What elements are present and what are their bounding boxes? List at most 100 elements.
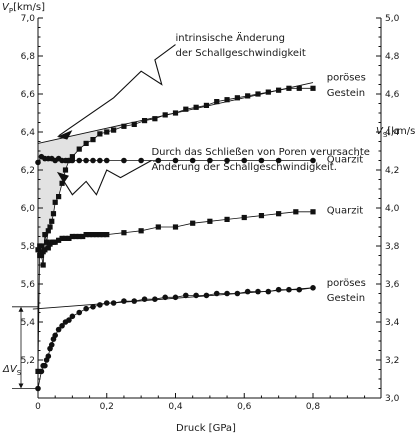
data-point-square: [50, 211, 57, 217]
annotation-arrowhead-intrinsic: [56, 130, 73, 140]
data-point-square: [155, 224, 161, 230]
data-point-square: [52, 239, 58, 245]
annotation-text: Durch das Schließen von Poren verursacht…: [151, 147, 369, 158]
data-point-square: [76, 233, 82, 240]
series-label: Gestein: [327, 88, 365, 99]
data-point-circle: [172, 157, 179, 164]
data-point-square: [69, 233, 75, 240]
series-line-0: [37, 87, 313, 372]
data-point-square: [56, 237, 62, 243]
data-point-square: [276, 211, 282, 217]
data-point-circle: [97, 157, 103, 164]
data-point-square: [152, 116, 158, 122]
data-point-circle: [155, 157, 162, 164]
y-right-tick-label: 4,0: [385, 204, 400, 214]
data-point-circle: [103, 300, 110, 306]
data-point-circle: [38, 368, 45, 375]
data-point-square: [310, 85, 316, 91]
data-point-square: [172, 224, 179, 230]
data-point-square: [52, 199, 58, 205]
data-point-square: [42, 247, 48, 253]
data-point-square: [40, 262, 46, 268]
data-point-circle: [103, 157, 110, 164]
data-point-circle: [69, 157, 76, 164]
data-point-circle: [310, 285, 316, 291]
data-point-square: [43, 239, 50, 245]
data-point-square: [83, 232, 89, 238]
y-right-tick-label: 3,8: [385, 242, 400, 252]
data-point-square: [286, 85, 292, 91]
data-point-square: [203, 102, 210, 108]
data-point-square: [80, 233, 86, 240]
data-point-square: [66, 235, 72, 241]
data-point-square: [104, 129, 110, 135]
data-point-circle: [265, 288, 272, 295]
data-point-circle: [52, 332, 58, 339]
data-point-circle: [90, 304, 96, 310]
data-point-square: [59, 180, 65, 186]
data-point-circle: [275, 286, 282, 293]
y-axis-left-title: VP[km/s]: [2, 2, 45, 15]
data-point-circle: [183, 292, 189, 299]
data-point-circle: [42, 362, 48, 369]
y-right-tick-label: 4,6: [385, 90, 400, 100]
data-marks: [35, 85, 316, 392]
data-point-circle: [76, 309, 83, 316]
data-point-square: [296, 85, 302, 91]
y-left-tick-label: 5,4: [21, 318, 36, 328]
data-point-circle: [193, 292, 199, 299]
data-point-circle: [121, 157, 127, 164]
y-right-tick-label: 3,0: [385, 394, 400, 404]
x-tick-label: 0,4: [168, 402, 183, 412]
data-point-square: [207, 218, 213, 224]
y-left-tick-label: 6,8: [21, 52, 36, 62]
data-point-circle: [241, 157, 248, 164]
delta-vs-arrowhead-up: [18, 306, 24, 312]
series-line-1: [37, 211, 313, 256]
y-left-tick-label: 5,6: [21, 280, 36, 290]
annotation-text: intrinsische Änderung: [176, 31, 285, 44]
data-point-square: [62, 167, 69, 173]
data-point-circle: [189, 157, 196, 164]
data-point-square: [38, 243, 45, 249]
data-point-square: [131, 121, 137, 127]
delta-vs-arrowhead-down: [18, 383, 24, 389]
y-left-tick-label: 7,0: [21, 14, 36, 24]
data-point-square: [276, 87, 282, 93]
data-point-circle: [234, 290, 241, 297]
data-point-square: [172, 110, 179, 116]
data-point-circle: [255, 288, 261, 295]
y-right-tick-label: 4,2: [385, 166, 399, 176]
data-point-square: [265, 89, 271, 95]
y-left-tick-label: 6,4: [21, 128, 36, 138]
data-point-square: [241, 214, 247, 221]
data-point-square: [224, 97, 230, 103]
data-point-square: [37, 252, 43, 259]
data-point-square: [100, 232, 106, 238]
data-point-square: [121, 123, 127, 129]
data-point-square: [35, 247, 41, 253]
data-point-square: [42, 232, 48, 238]
data-point-circle: [286, 286, 292, 293]
data-point-circle: [35, 159, 41, 166]
data-point-square: [47, 224, 53, 230]
data-point-circle: [258, 157, 265, 164]
y-left-tick-label: 6,0: [21, 204, 36, 214]
axes: 5,2 5,4 5,6 5,8 6,0 6,2 6,4 6,6 6,8 7,0 3,0 3,2 3,4 3…: [21, 14, 400, 412]
data-point-circle: [138, 157, 144, 164]
data-point-square: [190, 220, 196, 226]
data-point-square: [49, 218, 55, 224]
data-point-square: [310, 209, 316, 215]
data-point-square: [62, 235, 69, 241]
data-point-circle: [275, 157, 282, 164]
data-point-circle: [90, 157, 96, 164]
data-point-circle: [121, 298, 127, 304]
y-left-tick-label: 5,2: [21, 356, 35, 366]
x-tick-label: 0: [35, 402, 41, 412]
y-right-tick-label: 5,0: [385, 14, 400, 24]
data-point-circle: [55, 326, 62, 333]
data-point-square: [97, 131, 103, 137]
data-point-square: [45, 245, 51, 251]
data-point-square: [93, 232, 100, 238]
data-point-square: [258, 213, 265, 219]
